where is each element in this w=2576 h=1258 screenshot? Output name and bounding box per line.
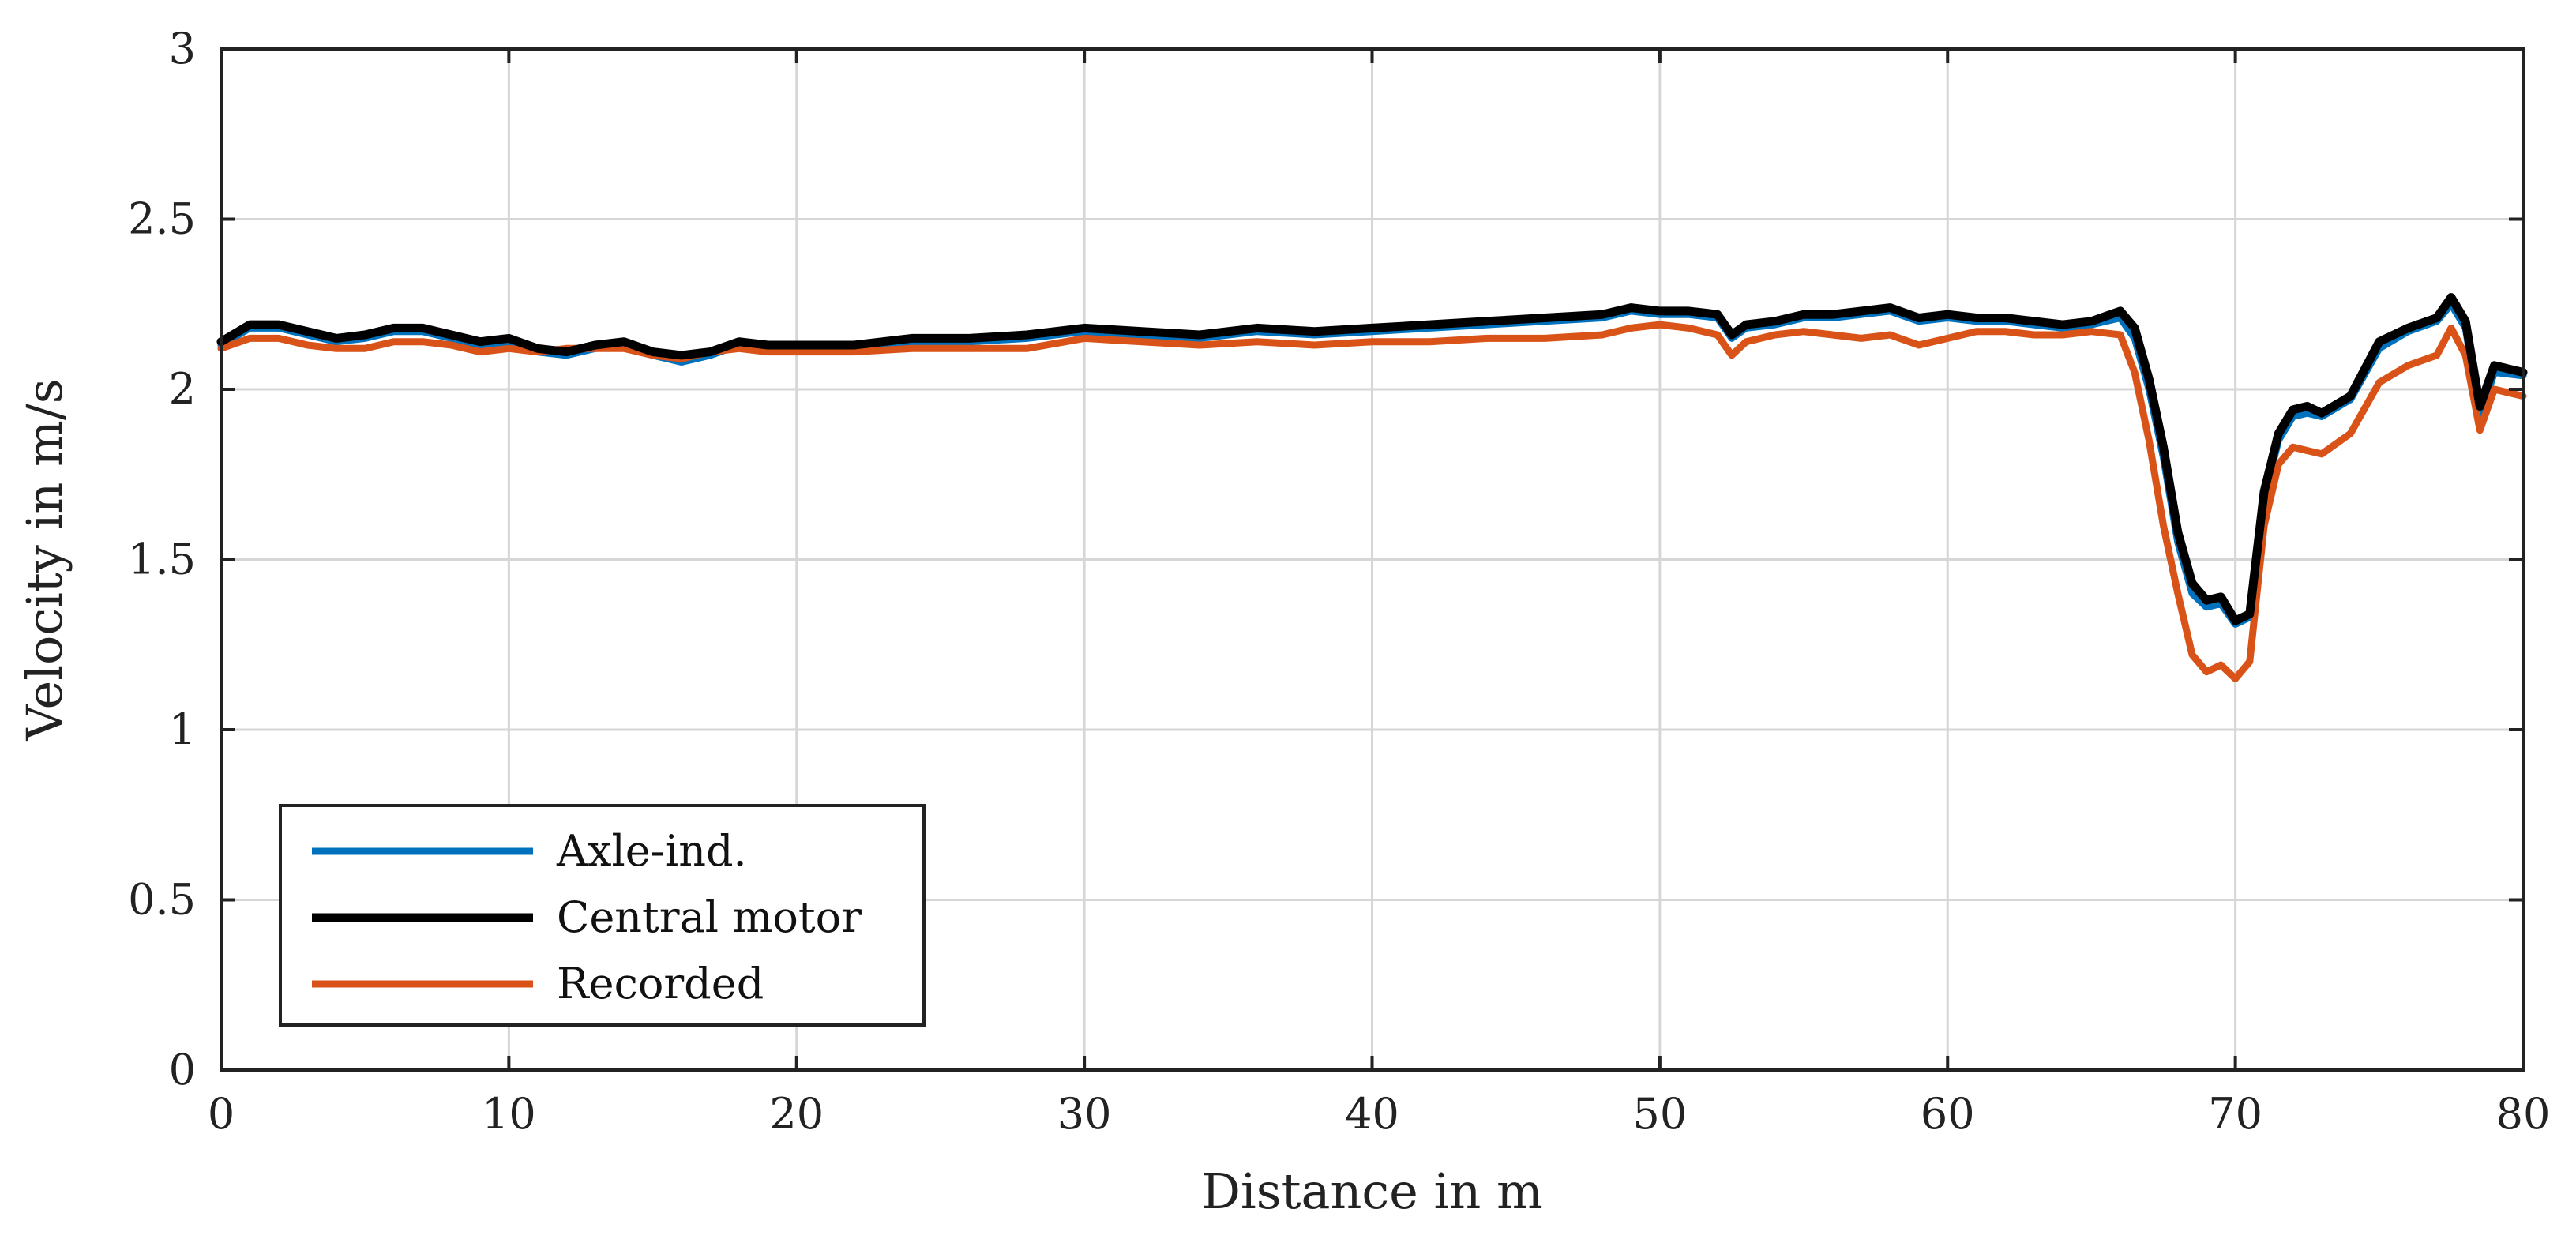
legend-label-recorded: Recorded — [557, 959, 764, 1008]
x-tick-label: 20 — [769, 1089, 824, 1139]
x-axis-title: Distance in m — [1201, 1162, 1543, 1220]
y-tick-label: 1 — [169, 704, 196, 754]
legend-label-central-motor: Central motor — [557, 892, 862, 942]
y-tick-label: 1.5 — [128, 535, 196, 584]
x-tick-label: 10 — [482, 1089, 536, 1139]
x-tick-label: 80 — [2496, 1089, 2551, 1139]
y-tick-label: 0 — [169, 1045, 196, 1095]
x-axis: 0 10 20 30 40 50 60 70 80 — [208, 49, 2551, 1139]
y-tick-label: 2 — [169, 364, 196, 414]
x-tick-label: 0 — [208, 1089, 235, 1139]
series-layer — [216, 293, 2528, 682]
y-tick-label: 3 — [169, 24, 196, 73]
legend-label-axle-ind: Axle-ind. — [556, 826, 747, 876]
y-tick-label: 2.5 — [128, 194, 196, 244]
y-axis-title: Velocity in m/s — [16, 378, 73, 741]
y-axis: 0 0.5 1 1.5 2 2.5 3 — [128, 24, 2523, 1095]
x-tick-label: 60 — [1921, 1089, 1975, 1139]
x-tick-label: 50 — [1633, 1089, 1688, 1139]
y-tick-label: 0.5 — [128, 875, 196, 925]
series-line-central-motor — [216, 293, 2528, 625]
x-tick-label: 70 — [2208, 1089, 2262, 1139]
x-tick-label: 40 — [1345, 1089, 1399, 1139]
x-tick-label: 30 — [1057, 1089, 1112, 1139]
legend: Axle-ind. Central motor Recorded — [279, 804, 926, 1027]
